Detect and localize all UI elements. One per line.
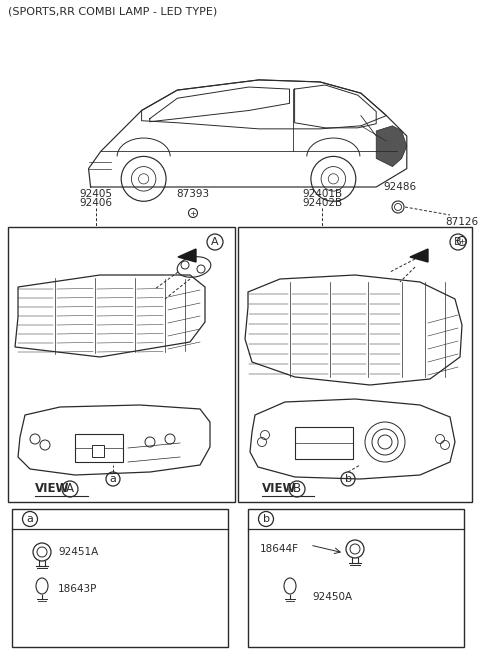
Polygon shape xyxy=(410,249,428,262)
Text: 92402B: 92402B xyxy=(302,198,342,208)
Text: b: b xyxy=(345,474,351,484)
Text: 92405: 92405 xyxy=(80,189,112,199)
Polygon shape xyxy=(178,249,196,262)
Text: b: b xyxy=(263,514,269,524)
Bar xyxy=(248,509,464,647)
Text: A: A xyxy=(66,482,74,495)
Text: A: A xyxy=(211,237,219,247)
Bar xyxy=(12,509,228,647)
Text: 87393: 87393 xyxy=(177,189,210,199)
Text: 18643P: 18643P xyxy=(58,584,97,594)
Text: 92406: 92406 xyxy=(80,198,112,208)
Polygon shape xyxy=(376,125,407,167)
Text: 92451A: 92451A xyxy=(58,547,98,557)
Text: 92401B: 92401B xyxy=(302,189,342,199)
Text: 92450A: 92450A xyxy=(312,592,352,602)
Text: VIEW: VIEW xyxy=(262,482,297,495)
Text: 87126: 87126 xyxy=(445,217,479,227)
Bar xyxy=(92,445,104,457)
Bar xyxy=(238,227,472,502)
Bar xyxy=(75,434,123,462)
Text: B: B xyxy=(454,237,462,247)
Bar xyxy=(295,427,353,459)
Bar xyxy=(8,227,235,502)
Text: a: a xyxy=(109,474,117,484)
Text: a: a xyxy=(26,514,34,524)
Text: 92486: 92486 xyxy=(384,182,417,192)
Text: (SPORTS,RR COMBI LAMP - LED TYPE): (SPORTS,RR COMBI LAMP - LED TYPE) xyxy=(8,7,217,17)
Text: VIEW: VIEW xyxy=(35,482,70,495)
Text: 18644F: 18644F xyxy=(260,544,299,554)
Text: B: B xyxy=(293,482,301,495)
